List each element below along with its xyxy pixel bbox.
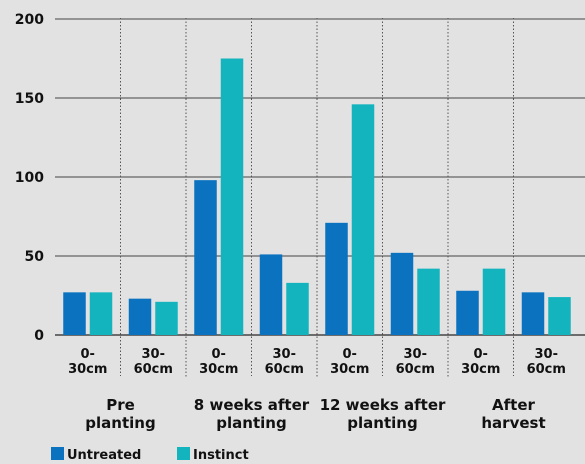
- x-tick-label: 60cm: [527, 362, 566, 377]
- legend: Untreated Instinct: [51, 447, 249, 463]
- x-tick-label: 30-: [142, 347, 166, 362]
- legend-label-instinct: Instinct: [193, 448, 249, 463]
- x-tick-label: 0-: [343, 347, 357, 362]
- x-tick-label: 30-: [535, 347, 559, 362]
- legend-label-untreated: Untreated: [67, 448, 141, 463]
- x-tick-label: 0-: [81, 347, 95, 362]
- x-tick-label: 30-: [273, 347, 297, 362]
- x-tick-label: 30cm: [461, 362, 500, 377]
- bar-instinct: [482, 268, 506, 335]
- y-tick-label: 0: [34, 328, 44, 344]
- y-tick-label: 200: [15, 12, 44, 28]
- bar-instinct: [286, 282, 309, 335]
- x-tick-label: 60cm: [396, 362, 435, 377]
- bar-untreated: [390, 252, 414, 335]
- bar-instinct: [351, 104, 375, 335]
- group-label: planting: [216, 414, 286, 432]
- y-tick-label: 150: [15, 91, 44, 107]
- bar-untreated: [259, 254, 283, 335]
- x-tick-label: 0-: [212, 347, 226, 362]
- category-separators: [120, 18, 514, 378]
- group-label: planting: [85, 414, 155, 432]
- legend-swatch-instinct: [177, 447, 190, 460]
- x-tick-label: 30-: [404, 347, 428, 362]
- bar-instinct: [220, 58, 244, 335]
- bar-untreated: [128, 298, 152, 335]
- group-label: harvest: [481, 414, 545, 432]
- x-tick-label: 0-: [474, 347, 488, 362]
- x-tick-label: 30cm: [68, 362, 107, 377]
- bar-untreated: [194, 180, 217, 335]
- gridlines: [55, 18, 585, 336]
- bar-instinct: [89, 292, 113, 335]
- y-tick-label: 50: [25, 249, 45, 265]
- group-label: 12 weeks after: [320, 396, 446, 414]
- bar-instinct: [155, 301, 178, 335]
- x-tick-label: 30cm: [199, 362, 238, 377]
- bar-untreated: [521, 292, 545, 335]
- bar-instinct: [417, 268, 440, 335]
- y-tick-label: 100: [15, 170, 44, 186]
- x-tick-label: 60cm: [265, 362, 304, 377]
- bar-untreated: [325, 222, 348, 335]
- group-label: Pre: [106, 396, 135, 414]
- group-label: After: [492, 396, 535, 414]
- bar-instinct: [548, 297, 571, 335]
- x-tick-label: 60cm: [134, 362, 173, 377]
- bar-untreated: [456, 290, 479, 335]
- bars: [63, 58, 571, 335]
- legend-swatch-untreated: [51, 447, 64, 460]
- group-label: 8 weeks after: [194, 396, 310, 414]
- y-axis-tick-labels: 0 50 100 150 200: [15, 12, 44, 344]
- bar-untreated: [63, 292, 86, 335]
- group-label: planting: [347, 414, 417, 432]
- x-tick-label: 30cm: [330, 362, 369, 377]
